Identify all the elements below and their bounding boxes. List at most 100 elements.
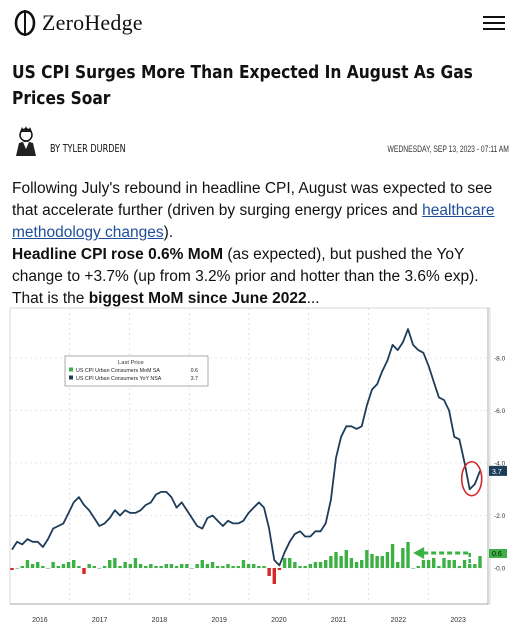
mom-bar [195,564,199,568]
mom-bar [123,562,127,568]
mom-bar [15,568,19,569]
x-tick-label: 2019 [211,617,227,624]
mom-bar [457,566,462,568]
mom-bar [277,568,282,570]
author-name[interactable]: BY TYLER DURDEN [50,142,126,155]
mom-bar [401,548,405,568]
mom-bar [262,566,266,568]
legend-box [64,355,209,387]
mom-bar [102,566,107,568]
mom-bar [416,566,420,568]
mom-bar [447,560,451,568]
legend-swatch [69,375,73,380]
site-name: ZeroHedge [42,10,143,35]
mom-bar [349,558,354,568]
paragraph-text: ). [163,224,174,241]
author-avatar[interactable] [12,126,40,156]
mom-bar [303,566,307,568]
mom-bar [144,566,148,568]
mom-bar [133,558,138,568]
mom-bar [46,568,50,569]
mom-bar [185,564,189,568]
y-tick-label: -6.0 [494,408,506,415]
mom-bar [252,564,256,568]
plot-area [9,307,491,605]
mom-bar [20,566,24,568]
tag-background [489,549,507,558]
mom-bar [56,566,60,568]
x-tick-label: 2018 [152,617,168,624]
site-logo[interactable]: ZeroHedge [14,10,143,36]
legend-label: US CPI Urban Consumers YoY NSA [76,376,162,382]
bold-text: biggest MoM since June 2022 [88,290,307,307]
mom-bar [437,566,441,568]
yoy-line [11,328,481,567]
mom-bar [108,560,112,568]
mom-bar [478,556,482,568]
mom-bar [380,556,384,568]
highlight-circle [460,460,483,497]
mom-bar [149,564,153,568]
tag-text: 3.7 [492,469,502,476]
y-tick-label: -0.0 [494,566,506,573]
mom-bar [396,562,400,568]
hamburger-menu-icon[interactable] [483,16,505,32]
mom-bar [30,564,35,568]
mom-bar [246,564,251,568]
mom-bar [92,566,96,568]
mom-bar [174,566,179,568]
zerohedge-logo-icon [14,10,36,36]
mom-bar [113,558,117,568]
byline: BY TYLER DURDEN WEDNESDAY, SEP 13, 2023 … [12,126,509,158]
mom-bar [180,564,184,568]
mom-bar [375,556,379,568]
mom-bar [138,564,143,568]
mom-bar [257,566,261,568]
publish-date: WEDNESDAY, SEP 13, 2023 - 07:11 AM [387,144,509,154]
mom-bar [354,562,359,568]
x-tick-label: 2021 [331,617,347,624]
mom-bar [452,560,456,568]
mom-bar [77,566,81,568]
mom-bar [72,560,76,568]
bold-text: Headline CPI rose 0.6% MoM [12,246,224,263]
tag-text: 0.6 [492,551,502,558]
mom-bar [288,558,292,568]
mom-bar [298,566,302,568]
mom-bar [267,568,271,576]
mom-bar [308,564,312,568]
mom-bar [360,560,364,568]
mom-bar [421,560,426,568]
healthcare-methodology-link[interactable]: healthcare methodology changes [12,202,495,241]
mom-bar [10,568,14,570]
mom-bar [385,552,390,568]
mom-bar [370,554,374,568]
site-header: ZeroHedge [0,0,519,48]
last-value-tag-mom: 0.6 [489,549,507,558]
mom-bar [406,542,410,568]
mom-bar [329,556,333,568]
x-tick-label: 2016 [32,617,48,624]
paragraph-text: (as expected), but pushed the YoY change… [12,246,479,307]
mom-bar [313,562,318,568]
legend-label: US CPI Urban Consumers MoM SA [76,368,160,374]
x-tick-label: 2017 [92,617,108,624]
mom-bar [442,558,446,568]
chart-legend: Last Price US CPI Urban Consumers MoM SA 0… [64,355,209,387]
mom-bar [87,564,91,568]
mom-bar [241,560,246,568]
paragraph-intro: Following July's rebound in headline CPI… [12,178,512,244]
mom-bar [426,560,431,568]
x-tick-label: 2020 [271,617,287,624]
mom-bar [411,568,415,569]
x-tick-label: 2023 [450,617,466,624]
mom-bar [118,566,122,568]
annotation-arrowhead [413,547,425,559]
mom-bar [97,568,102,569]
mom-bar [334,552,338,568]
tag-background [489,465,507,476]
x-tick-label: 2022 [391,617,407,624]
mom-bar [66,562,71,568]
mom-bar [390,544,395,568]
mom-bar [432,558,436,568]
